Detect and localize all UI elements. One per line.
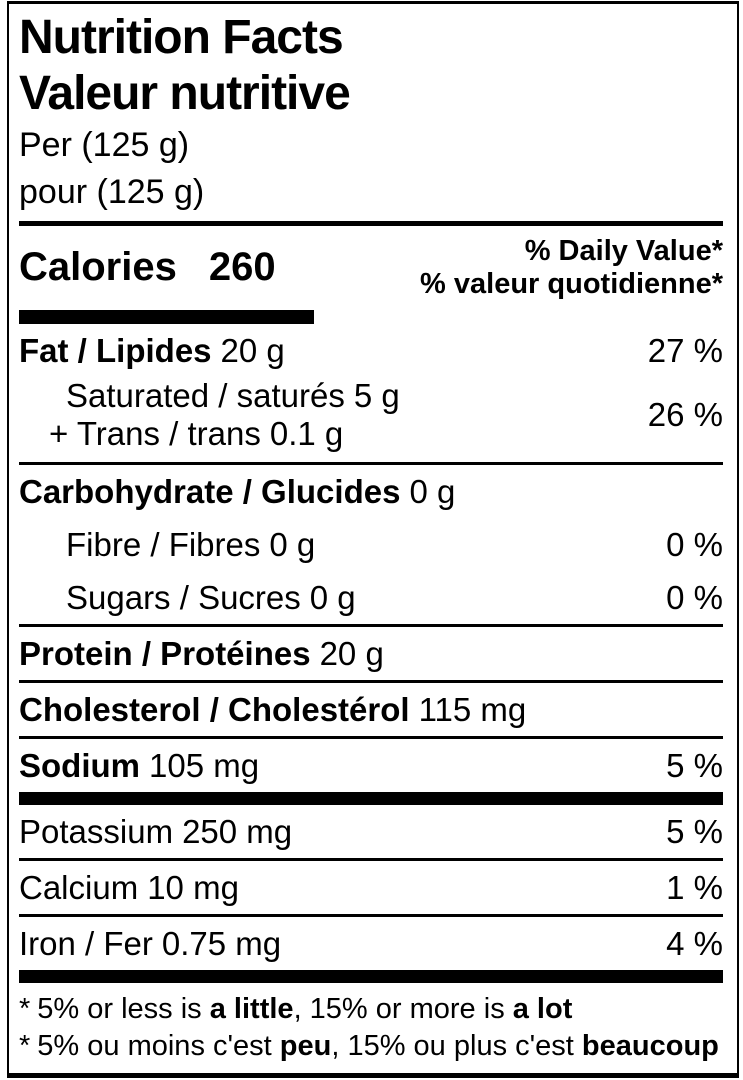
label-title-fr: Valeur nutritive	[19, 67, 351, 120]
iron-label: Iron / Fer 0.75 mg	[19, 925, 282, 962]
cholesterol-label: Cholesterol / Cholestérol 115 mg	[19, 691, 527, 728]
nutrient-row-protein: Protein / Protéines 20 g	[19, 627, 723, 680]
divider-thick-after-iron	[19, 970, 723, 983]
footnote-en: * 5% or less is a little, 15% or more is …	[19, 993, 573, 1025]
nutrient-row-sodium: Sodium 105 mg 5 %	[19, 739, 723, 792]
fibre-daily-value: 0 %	[666, 526, 723, 563]
asterisk-icon: *	[19, 993, 31, 1025]
asterisk-icon: *	[19, 1030, 31, 1062]
sugars-label: Sugars / Sucres 0 g	[66, 579, 356, 616]
nutrition-facts-label: Nutrition Facts Valeur nutritive Per (12…	[7, 1, 739, 1078]
nutrient-row-fibre: Fibre / Fibres 0 g 0 %	[19, 518, 723, 571]
calories-value: 260	[208, 245, 276, 289]
carbohydrate-label: Carbohydrate / Glucides 0 g	[19, 473, 456, 510]
sugars-daily-value: 0 %	[666, 579, 723, 616]
footnote-fr: * 5% ou moins c'est peu, 15% ou plus c'es…	[19, 1030, 719, 1062]
divider-after-calcium	[19, 914, 723, 917]
saturated-label: Saturated / saturés 5 g	[66, 377, 400, 414]
divider-after-fat	[19, 462, 723, 465]
calories-section: Calories 260 % Daily Value* % valeur quot…	[19, 235, 723, 301]
saturated-trans-lines: Saturated / saturés 5 g + Trans / trans 0.…	[19, 377, 400, 453]
calcium-daily-value: 1 %	[666, 869, 723, 906]
label-title-en: Nutrition Facts	[19, 11, 344, 64]
serving-size-fr: pour (125 g)	[19, 173, 205, 211]
calories-row: Calories 260	[19, 235, 276, 301]
saturated-trans-daily-value: 26 %	[647, 396, 723, 433]
fat-daily-value: 27 %	[647, 332, 723, 369]
nutrient-row-iron: Iron / Fer 0.75 mg 4 %	[19, 917, 723, 970]
daily-value-header-fr: % valeur quotidienne*	[420, 268, 723, 300]
divider-after-cholesterol	[19, 736, 723, 739]
divider-after-potassium	[19, 858, 723, 861]
trans-label: + Trans / trans 0.1 g	[49, 415, 344, 452]
serving-size-en: Per (125 g)	[19, 126, 190, 164]
nutrient-row-sugars: Sugars / Sucres 0 g 0 %	[19, 571, 723, 624]
calcium-label: Calcium 10 mg	[19, 869, 239, 906]
nutrient-row-carbohydrate: Carbohydrate / Glucides 0 g	[19, 465, 723, 518]
nutrient-row-potassium: Potassium 250 mg 5 %	[19, 805, 723, 858]
protein-label: Protein / Protéines 20 g	[19, 635, 384, 672]
nutrient-row-calcium: Calcium 10 mg 1 %	[19, 861, 723, 914]
daily-value-header: % Daily Value* % valeur quotidienne*	[420, 235, 723, 301]
fibre-label: Fibre / Fibres 0 g	[66, 526, 316, 563]
sodium-daily-value: 5 %	[666, 747, 723, 784]
iron-daily-value: 4 %	[666, 925, 723, 962]
divider-thick-after-sodium	[19, 792, 723, 805]
divider-after-protein	[19, 680, 723, 683]
calories-underline-bar	[19, 310, 314, 324]
potassium-daily-value: 5 %	[666, 813, 723, 850]
nutrient-row-saturated-trans: Saturated / saturés 5 g + Trans / trans 0.…	[19, 377, 723, 462]
daily-value-header-en: % Daily Value*	[524, 235, 723, 267]
calories-label: Calories	[19, 245, 177, 289]
divider-thick-top	[19, 221, 723, 226]
nutrient-row-cholesterol: Cholesterol / Cholestérol 115 mg	[19, 683, 723, 736]
nutrient-row-fat: Fat / Lipides 20 g 27 %	[19, 324, 723, 377]
fat-label: Fat / Lipides 20 g	[19, 332, 285, 369]
potassium-label: Potassium 250 mg	[19, 813, 293, 850]
sodium-label: Sodium 105 mg	[19, 747, 260, 784]
divider-after-carbohydrate	[19, 624, 723, 627]
